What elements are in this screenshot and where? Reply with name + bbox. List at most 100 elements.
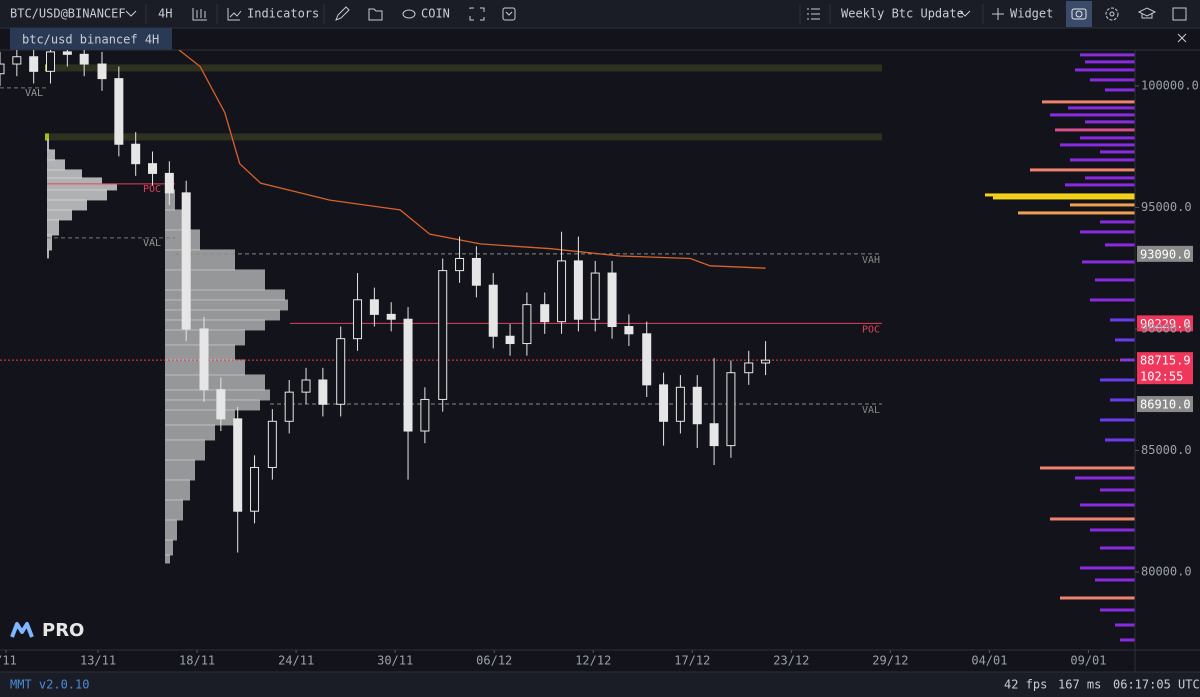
volume-profile-bar xyxy=(1080,53,1135,57)
volume-profile-bar xyxy=(1080,566,1135,570)
settings-icon[interactable] xyxy=(1105,7,1119,21)
candle-body xyxy=(455,257,465,272)
volume-profile-bar xyxy=(165,499,183,521)
volume-profile-bar xyxy=(165,479,190,501)
candle-body xyxy=(386,313,396,320)
volume-profile-bar xyxy=(1090,78,1135,82)
candle-body xyxy=(692,386,702,425)
y-tick-label: 90000.0 xyxy=(1141,321,1192,335)
volume-profile-bar xyxy=(165,374,265,391)
volume-profile-bar xyxy=(47,219,59,236)
volume-profile-bar xyxy=(1110,318,1135,322)
chevron[interactable] xyxy=(959,10,971,17)
old-level-label: POC xyxy=(143,184,161,195)
volume-profile-bar xyxy=(1075,476,1135,480)
list-icon[interactable] xyxy=(807,8,820,20)
candle-body xyxy=(505,335,515,345)
volume-profile-bar xyxy=(1100,608,1135,612)
x-tick-label: 04/01 xyxy=(971,654,1007,668)
volume-profile-bar xyxy=(1050,113,1135,117)
price-label-box xyxy=(1137,245,1193,262)
camera-button[interactable] xyxy=(1066,1,1092,27)
indicators-button[interactable]: Indicators xyxy=(247,7,319,21)
volume-profile-bar xyxy=(1060,596,1135,600)
candle-body xyxy=(29,56,39,72)
save-icon-arrow xyxy=(505,11,513,16)
volume-profile-bar xyxy=(47,177,102,185)
learn-icon[interactable] xyxy=(1137,7,1157,19)
volume-profile-bar xyxy=(1050,517,1135,521)
plus-icon[interactable] xyxy=(992,8,1004,20)
volume-profile-bar xyxy=(47,199,87,211)
volume-profile-bar xyxy=(165,439,205,461)
coin-icon[interactable] xyxy=(402,9,416,19)
candle-body xyxy=(573,260,583,320)
volume-profile-bar xyxy=(47,139,49,151)
save-icon[interactable] xyxy=(502,7,516,21)
candle-body xyxy=(522,304,532,345)
widget-button[interactable]: Widget xyxy=(1010,7,1053,21)
candle-body xyxy=(403,318,413,432)
layout-name[interactable]: Weekly Btc Update xyxy=(841,7,964,21)
folder-icon[interactable] xyxy=(368,8,383,21)
candle-body xyxy=(0,63,5,75)
candle-body xyxy=(131,143,141,165)
candle-body xyxy=(216,389,226,420)
candle-body xyxy=(557,260,567,323)
draw-icon[interactable] xyxy=(335,6,350,21)
tab[interactable] xyxy=(10,28,172,50)
candle-body xyxy=(438,270,448,400)
candle-body xyxy=(233,418,243,512)
price-label-box xyxy=(1137,396,1193,413)
volume-profile-bar xyxy=(165,299,288,311)
volume-profile-bar xyxy=(1100,418,1135,422)
level-label: VAH xyxy=(862,255,880,266)
settings-icon-center xyxy=(1109,11,1115,17)
volume-profile-bar xyxy=(47,159,65,171)
x-tick-label: 12/12 xyxy=(575,654,611,668)
close-icon[interactable] xyxy=(1177,33,1187,43)
indicators-icon[interactable] xyxy=(227,8,242,21)
volume-profile-bar xyxy=(1080,230,1135,234)
chevron[interactable] xyxy=(125,10,137,17)
panel-icon[interactable] xyxy=(1172,7,1187,21)
y-tick-label: 80000.0 xyxy=(1141,564,1192,578)
x-tick-label: 09/01 xyxy=(1070,654,1106,668)
x-tick-label: 29/12 xyxy=(872,654,908,668)
volume-profile-bar xyxy=(165,319,265,331)
volume-profile-bar xyxy=(1100,220,1135,224)
volume-profile-bar xyxy=(1110,398,1135,402)
last-price-label: 88715.9 xyxy=(1140,354,1191,368)
zone xyxy=(47,133,882,141)
candle-body xyxy=(284,391,294,422)
symbol[interactable]: BTC/USD@BINANCEF xyxy=(10,7,126,21)
candle-body xyxy=(181,192,191,330)
volume-profile-bar xyxy=(1085,120,1135,124)
volume-profile-bar xyxy=(1060,143,1135,147)
candle-body xyxy=(590,272,600,320)
interval[interactable]: 4H xyxy=(158,7,172,21)
candle-body xyxy=(624,326,634,335)
tab-title[interactable]: btc/usd binancef 4H xyxy=(22,33,159,47)
price-label: 90229.0 xyxy=(1140,317,1191,331)
volume-profile-bar xyxy=(165,209,185,231)
x-tick-label: 30/11 xyxy=(377,654,413,668)
volume-profile-bar xyxy=(1070,203,1135,207)
fullscreen-icon[interactable] xyxy=(469,7,485,21)
candle-body xyxy=(709,423,719,447)
exchange[interactable]: COIN xyxy=(421,7,450,21)
chart-type-icon[interactable] xyxy=(192,8,207,21)
latency: 167 ms xyxy=(1058,678,1101,692)
logo-mark xyxy=(10,622,34,638)
level-label: POC xyxy=(862,324,880,335)
candle-body xyxy=(46,51,56,72)
volume-profile-bar xyxy=(985,193,1135,197)
axes: 93090.0 90229.0 86910.0 88715.9 102:55 80000.… xyxy=(0,78,1199,667)
volume-profile-bar xyxy=(47,183,117,191)
zone xyxy=(47,64,882,72)
candle-body xyxy=(148,163,158,174)
volume-profile-bar xyxy=(165,249,235,271)
volume-profile-bar xyxy=(1085,60,1135,64)
volume-profile-bar xyxy=(47,169,82,179)
